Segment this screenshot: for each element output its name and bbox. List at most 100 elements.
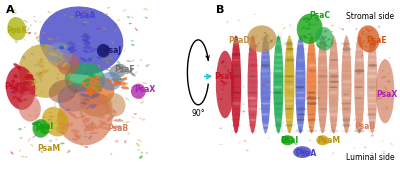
Ellipse shape <box>37 39 40 42</box>
Ellipse shape <box>388 73 390 75</box>
Ellipse shape <box>355 53 364 56</box>
Ellipse shape <box>260 113 269 116</box>
Ellipse shape <box>14 27 20 31</box>
Ellipse shape <box>383 10 385 12</box>
Ellipse shape <box>19 84 23 87</box>
Ellipse shape <box>264 32 267 34</box>
Ellipse shape <box>83 46 93 50</box>
Ellipse shape <box>261 59 269 61</box>
Ellipse shape <box>252 64 255 66</box>
Ellipse shape <box>129 71 136 77</box>
Ellipse shape <box>145 17 148 19</box>
Ellipse shape <box>84 146 88 148</box>
Ellipse shape <box>30 144 33 147</box>
Ellipse shape <box>368 43 378 45</box>
Ellipse shape <box>274 75 284 78</box>
Ellipse shape <box>318 138 322 142</box>
Text: PsaF: PsaF <box>114 65 135 74</box>
Ellipse shape <box>324 45 326 47</box>
Ellipse shape <box>366 38 371 39</box>
Ellipse shape <box>356 42 365 45</box>
Ellipse shape <box>79 92 82 93</box>
Ellipse shape <box>364 147 366 148</box>
Ellipse shape <box>32 135 36 138</box>
Ellipse shape <box>15 28 19 32</box>
Ellipse shape <box>307 107 317 111</box>
Ellipse shape <box>239 142 241 144</box>
Ellipse shape <box>33 16 36 17</box>
Text: Stromal side: Stromal side <box>346 12 394 21</box>
Ellipse shape <box>40 78 43 82</box>
Text: PsaL: PsaL <box>214 71 234 81</box>
Ellipse shape <box>269 91 272 93</box>
Ellipse shape <box>57 73 60 75</box>
Ellipse shape <box>24 39 26 41</box>
Ellipse shape <box>249 70 258 72</box>
Ellipse shape <box>354 129 364 133</box>
Ellipse shape <box>308 22 311 27</box>
Text: PsaD: PsaD <box>229 36 250 45</box>
Ellipse shape <box>28 72 32 74</box>
Ellipse shape <box>112 111 115 112</box>
Ellipse shape <box>260 118 270 121</box>
Ellipse shape <box>13 63 20 69</box>
Ellipse shape <box>307 18 310 21</box>
Ellipse shape <box>318 36 328 40</box>
Ellipse shape <box>383 75 386 78</box>
Ellipse shape <box>308 64 316 67</box>
Ellipse shape <box>317 114 327 115</box>
Ellipse shape <box>330 53 338 56</box>
Ellipse shape <box>287 136 290 138</box>
Ellipse shape <box>130 40 134 42</box>
Ellipse shape <box>114 23 117 28</box>
Ellipse shape <box>324 42 326 44</box>
Ellipse shape <box>58 105 61 107</box>
Ellipse shape <box>219 98 223 100</box>
Ellipse shape <box>248 48 257 50</box>
Ellipse shape <box>357 73 360 74</box>
Ellipse shape <box>297 113 306 115</box>
Ellipse shape <box>64 108 68 111</box>
Ellipse shape <box>374 108 376 110</box>
Ellipse shape <box>91 123 96 127</box>
Ellipse shape <box>88 92 94 97</box>
Ellipse shape <box>138 96 143 98</box>
Ellipse shape <box>104 133 106 135</box>
Ellipse shape <box>22 81 32 84</box>
Text: PsaX: PsaX <box>135 85 156 94</box>
Ellipse shape <box>80 93 112 117</box>
Ellipse shape <box>86 122 94 128</box>
Ellipse shape <box>285 119 295 121</box>
Ellipse shape <box>48 112 52 113</box>
Ellipse shape <box>90 104 97 109</box>
Ellipse shape <box>248 92 257 94</box>
Ellipse shape <box>232 81 242 83</box>
Ellipse shape <box>318 58 327 62</box>
Ellipse shape <box>288 49 291 50</box>
Ellipse shape <box>303 35 307 39</box>
Ellipse shape <box>266 84 270 86</box>
Ellipse shape <box>73 14 76 17</box>
Ellipse shape <box>319 108 328 110</box>
Ellipse shape <box>238 70 240 73</box>
Ellipse shape <box>307 114 316 115</box>
Ellipse shape <box>223 83 226 85</box>
Ellipse shape <box>85 104 93 110</box>
Ellipse shape <box>96 105 100 107</box>
Ellipse shape <box>284 42 294 46</box>
Ellipse shape <box>28 114 32 117</box>
Ellipse shape <box>243 86 244 87</box>
Ellipse shape <box>112 82 120 87</box>
Ellipse shape <box>274 47 282 51</box>
Ellipse shape <box>96 93 99 94</box>
Ellipse shape <box>276 120 278 122</box>
Ellipse shape <box>80 112 83 115</box>
Ellipse shape <box>54 89 58 91</box>
Ellipse shape <box>97 79 100 80</box>
Ellipse shape <box>108 67 112 68</box>
Ellipse shape <box>274 102 284 105</box>
Ellipse shape <box>110 113 113 115</box>
Ellipse shape <box>93 93 95 95</box>
Text: PsaB: PsaB <box>354 122 375 131</box>
Ellipse shape <box>286 86 295 89</box>
